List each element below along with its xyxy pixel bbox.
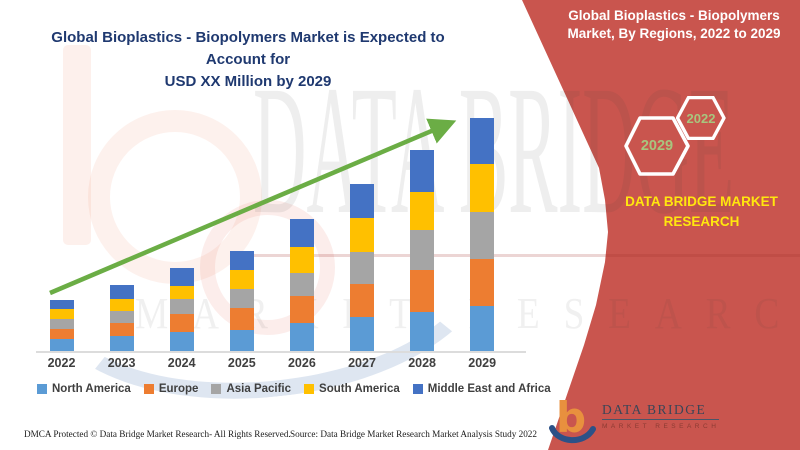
bar-2026-segment-middle-east-and-africa xyxy=(289,219,314,247)
bar-2024-segment-asia-pacific xyxy=(169,299,194,314)
legend-swatch-north-america xyxy=(37,384,47,394)
brand-name: DATA BRIDGE MARKET RESEARCH xyxy=(614,192,789,233)
bar-2022-segment-europe xyxy=(49,329,74,339)
bar-2024 xyxy=(169,267,194,351)
bar-2027-segment-middle-east-and-africa xyxy=(350,183,374,218)
bar-2025 xyxy=(229,250,254,351)
bar-2026-segment-asia-pacific xyxy=(289,272,314,296)
legend-label-asia-pacific: Asia Pacific xyxy=(226,383,292,395)
bar-2028-segment-asia-pacific xyxy=(410,230,435,270)
legend-swatch-middle-east-and-africa xyxy=(412,384,423,394)
x-axis-label-2023: 2023 xyxy=(107,356,136,370)
chart-title-line2: USD XX Million by 2029 xyxy=(164,73,332,90)
bar-2029 xyxy=(470,118,495,351)
legend-item-south-america: South America xyxy=(304,383,400,395)
bar-2027-segment-north-america xyxy=(350,317,374,351)
bar-2025-segment-south-america xyxy=(229,270,254,289)
bar-2025-segment-middle-east-and-africa xyxy=(229,250,254,270)
hexagon-badge-2029 xyxy=(624,116,690,176)
bar-2023 xyxy=(109,284,134,351)
x-axis-label-2026: 2026 xyxy=(287,356,316,370)
footer-dmca-text: DMCA Protected © Data Bridge Market Rese… xyxy=(24,429,291,439)
bar-2022-segment-south-america xyxy=(49,308,74,319)
bar-2022 xyxy=(49,299,74,351)
bar-2022-segment-middle-east-and-africa xyxy=(49,299,74,309)
x-axis-label-2028: 2028 xyxy=(408,356,436,370)
logo-title: DATA BRIDGE xyxy=(602,402,720,420)
company-logo-icon: b xyxy=(549,394,596,444)
x-axis-label-2027: 2027 xyxy=(348,356,376,370)
bar-2029-segment-south-america xyxy=(470,163,495,212)
footer-source-text: Source: Data Bridge Market Research Mark… xyxy=(290,429,537,439)
legend-swatch-asia-pacific xyxy=(211,384,222,394)
chart-title: Global Bioplastics - Biopolymers Market … xyxy=(28,27,468,93)
panel-title: Global Bioplastics - Biopolymers Market,… xyxy=(556,7,792,43)
bar-2025-segment-asia-pacific xyxy=(229,289,254,308)
chart-title-line1: Global Bioplastics - Biopolymers Market … xyxy=(51,29,445,68)
bar-2024-segment-middle-east-and-africa xyxy=(169,267,194,286)
bar-2026-segment-europe xyxy=(289,295,314,323)
legend-swatch-south-america xyxy=(304,384,315,394)
bar-2027 xyxy=(350,183,374,351)
bar-2027-segment-europe xyxy=(350,283,374,317)
bar-2022-segment-north-america xyxy=(49,339,74,351)
bar-2026-segment-north-america xyxy=(289,323,314,351)
panel-title-line2: Market, By Regions, 2022 to 2029 xyxy=(567,26,781,42)
x-axis-label-2029: 2029 xyxy=(468,356,497,370)
bar-2028-segment-europe xyxy=(410,270,435,312)
badge-year-2029: 2029 xyxy=(640,138,674,154)
x-axis-label-2022: 2022 xyxy=(47,356,76,370)
bar-2024-segment-europe xyxy=(169,314,194,332)
bar-2026 xyxy=(289,219,314,351)
bar-2024-segment-north-america xyxy=(169,331,194,351)
x-axis-label-2024: 2024 xyxy=(167,356,196,370)
legend-item-middle-east-and-africa: Middle East and Africa xyxy=(412,383,551,395)
bar-2029-segment-europe xyxy=(470,258,495,306)
svg-text:b: b xyxy=(556,394,586,442)
bar-2028 xyxy=(410,150,435,351)
legend-label-europe: Europe xyxy=(158,383,199,395)
bar-2023-segment-europe xyxy=(109,323,134,336)
brand-name-line1: DATA BRIDGE MARKET xyxy=(625,194,778,209)
bar-2023-segment-asia-pacific xyxy=(109,310,134,323)
bar-2029-segment-north-america xyxy=(470,306,495,351)
legend-swatch-europe xyxy=(143,384,154,394)
bar-2028-segment-north-america xyxy=(410,311,435,351)
badge-year-2022: 2022 xyxy=(686,110,716,126)
company-logo-text: DATA BRIDGE MARKET RESEARCH xyxy=(602,394,720,430)
bar-2029-segment-middle-east-and-africa xyxy=(470,118,495,164)
bar-2028-segment-middle-east-and-africa xyxy=(410,150,435,192)
bar-2025-segment-north-america xyxy=(229,329,254,351)
bar-2025-segment-europe xyxy=(229,307,254,330)
legend-item-north-america: North America xyxy=(37,383,131,395)
legend-label-south-america: South America xyxy=(319,383,400,395)
bar-2023-segment-south-america xyxy=(109,299,134,311)
bar-2027-segment-south-america xyxy=(350,217,374,252)
x-axis-label-2025: 2025 xyxy=(227,356,256,370)
panel-title-line1: Global Bioplastics - Biopolymers xyxy=(568,8,780,23)
legend: North America Europe Asia Pacific South Ame… xyxy=(37,383,551,395)
bar-2023-segment-north-america xyxy=(109,335,134,351)
bar-2027-segment-asia-pacific xyxy=(350,252,374,284)
bar-2022-segment-asia-pacific xyxy=(49,319,74,329)
logo-subtitle: MARKET RESEARCH xyxy=(602,423,720,430)
bar-2026-segment-south-america xyxy=(289,246,314,273)
hexagon-badge-2022 xyxy=(676,96,726,140)
bar-2028-segment-south-america xyxy=(410,191,435,230)
legend-label-north-america: North America xyxy=(52,383,131,395)
legend-item-europe: Europe xyxy=(143,383,199,395)
bar-2023-segment-middle-east-and-africa xyxy=(109,284,134,299)
legend-label-middle-east-and-africa: Middle East and Africa xyxy=(427,383,551,395)
bar-2029-segment-asia-pacific xyxy=(470,212,495,259)
bar-2024-segment-south-america xyxy=(169,286,194,299)
x-axis-line xyxy=(36,351,526,353)
brand-name-line2: RESEARCH xyxy=(663,214,740,230)
company-logo: b DATA BRIDGE MARKET RESEARCH xyxy=(548,394,720,446)
legend-item-asia-pacific: Asia Pacific xyxy=(211,383,291,395)
